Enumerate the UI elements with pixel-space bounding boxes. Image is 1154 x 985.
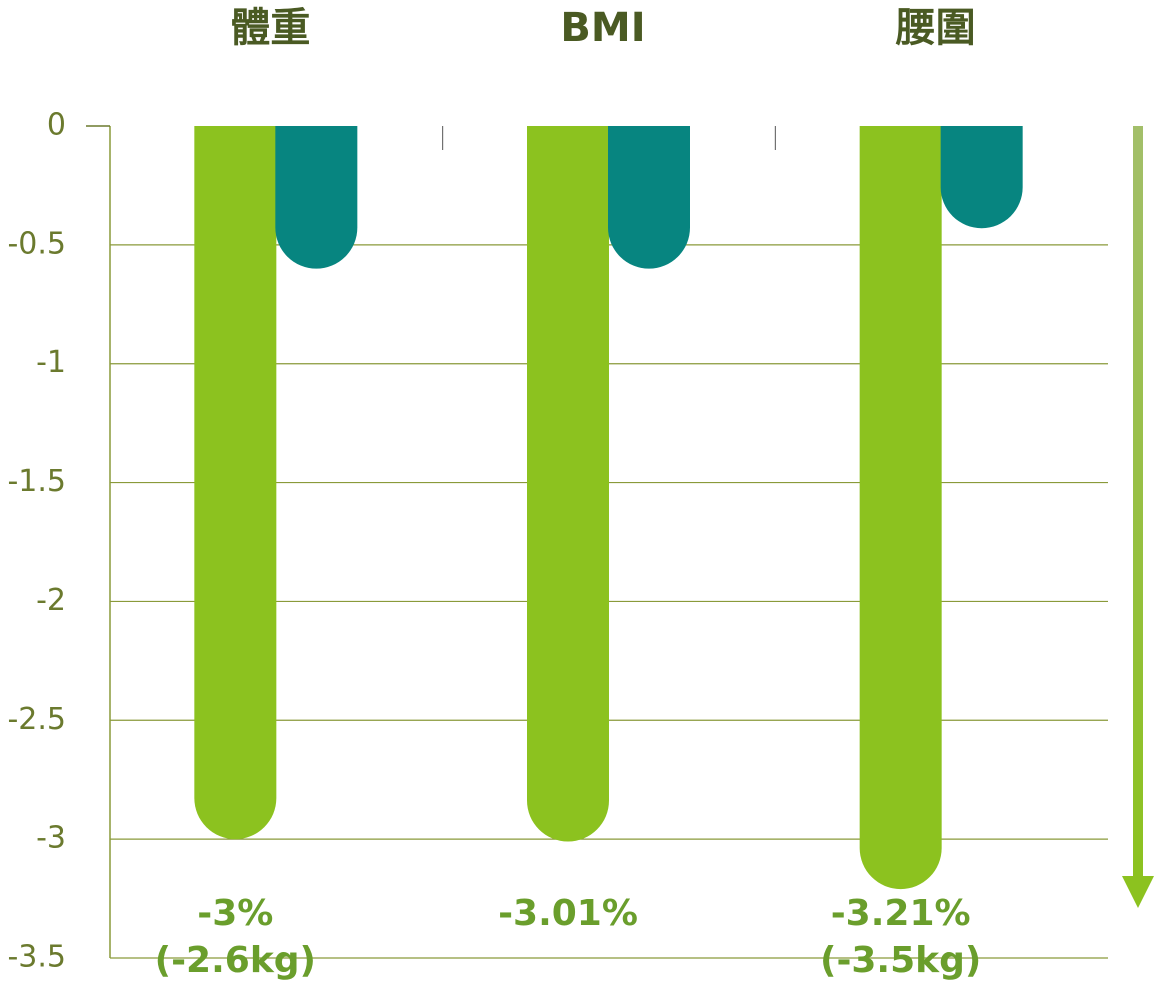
bar <box>859 126 942 890</box>
bar <box>608 126 690 269</box>
bar <box>275 126 358 269</box>
y-tick-label: -1 <box>36 345 66 380</box>
value-sublabel: (-2.6kg) <box>155 940 316 981</box>
value-label: -3.01% <box>498 893 638 934</box>
category-label: 腰圍 <box>895 5 976 51</box>
value-label: -3% <box>197 893 273 934</box>
trend-arrow-shaft <box>1133 126 1143 878</box>
bar <box>527 126 609 842</box>
category-label: 體重 <box>230 5 310 51</box>
trend-arrow-head <box>1122 876 1154 908</box>
y-tick-label: 0 <box>47 108 66 143</box>
category-label: BMI <box>560 5 645 51</box>
y-tick-label: -3.5 <box>7 940 66 975</box>
y-tick-label: -0.5 <box>7 226 66 261</box>
y-tick-label: -2.5 <box>7 702 66 737</box>
bar <box>194 126 277 840</box>
y-tick-label: -1.5 <box>7 464 66 499</box>
y-tick-label: -3 <box>36 821 66 856</box>
bar <box>940 126 1023 229</box>
y-tick-label: -2 <box>36 583 66 618</box>
value-label: -3.21% <box>831 893 971 934</box>
value-sublabel: (-3.5kg) <box>820 940 981 981</box>
